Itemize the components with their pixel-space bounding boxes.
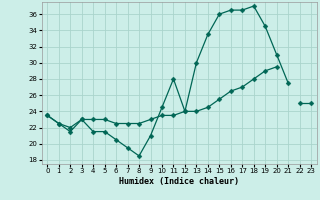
X-axis label: Humidex (Indice chaleur): Humidex (Indice chaleur)	[119, 177, 239, 186]
